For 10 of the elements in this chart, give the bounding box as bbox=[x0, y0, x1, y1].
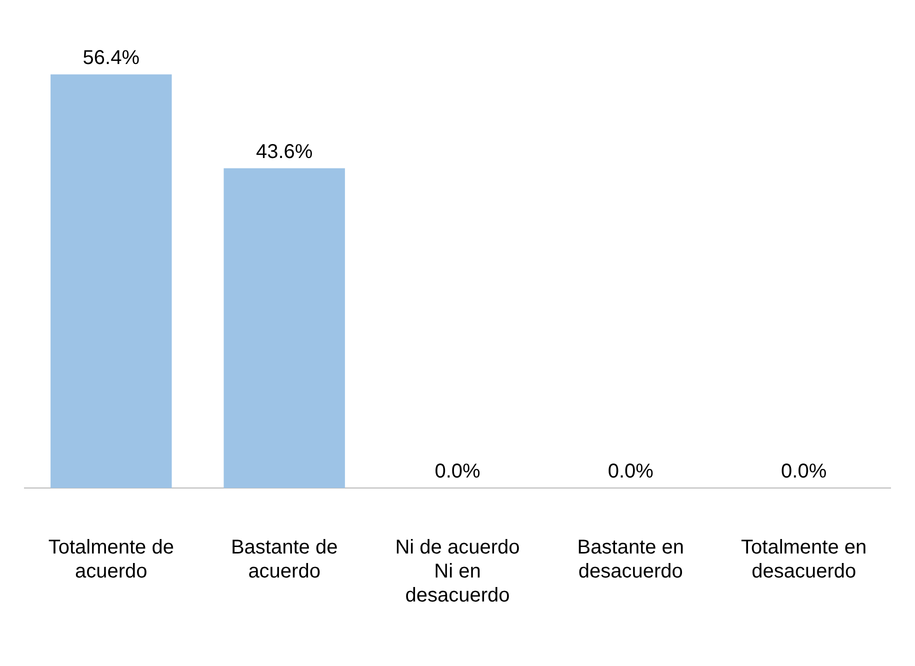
x-tick-label: Totalmente de acuerdo bbox=[48, 536, 174, 583]
data-label: 0.0% bbox=[434, 460, 481, 483]
data-label: 56.4% bbox=[82, 46, 140, 69]
x-tick-label: Ni de acuerdo Ni en desacuerdo bbox=[395, 536, 520, 607]
data-label: 0.0% bbox=[608, 460, 654, 483]
x-tick-label: Bastante en desacuerdo bbox=[577, 536, 684, 583]
data-label: 0.0% bbox=[781, 460, 827, 483]
data-label: 43.6% bbox=[256, 140, 313, 163]
x-tick-label: Totalmente en desacuerdo bbox=[741, 536, 867, 583]
x-tick-label: Bastante de acuerdo bbox=[230, 536, 338, 583]
